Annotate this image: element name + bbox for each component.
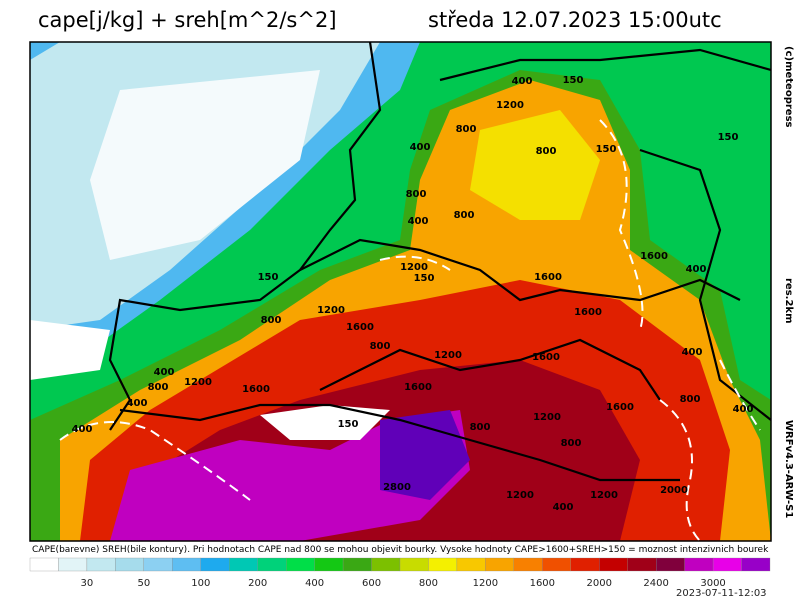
colorbar-label: 800 [419, 578, 438, 589]
colorbar-cell [86, 557, 116, 572]
colorbar-cell [115, 557, 144, 572]
colorbar-label: 1200 [473, 578, 498, 589]
contour-label: 1200 [533, 412, 561, 423]
colorbar-cell [257, 557, 287, 572]
colorbar-label: 1600 [530, 578, 555, 589]
contour-label: 1600 [606, 402, 634, 413]
contour-label: 150 [718, 132, 739, 143]
contour-label: 2800 [383, 482, 411, 493]
contour-label: 150 [338, 419, 359, 430]
contour-label: 1200 [506, 490, 534, 501]
contour-label: 400 [154, 367, 175, 378]
colorbar-cell [542, 557, 571, 572]
contour-label: 400 [686, 264, 707, 275]
contour-label: 2000 [660, 485, 688, 496]
colorbar-cell [143, 557, 173, 572]
contour-label: 400 [410, 142, 431, 153]
contour-label: 400 [408, 216, 429, 227]
contour-label: 150 [414, 273, 435, 284]
contour-label: 400 [127, 398, 148, 409]
colorbar-label: 200 [248, 578, 267, 589]
model-label: WRFv4.3-ARW-S1 [783, 420, 794, 518]
colorbar-cell [229, 557, 258, 572]
contour-label: 1600 [404, 382, 432, 393]
contour-label: 800 [454, 210, 475, 221]
colorbar-label: 2400 [643, 578, 668, 589]
colorbar-label: 600 [362, 578, 381, 589]
contour-label: 1200 [434, 350, 462, 361]
colorbar-cell [485, 557, 514, 572]
colorbar-cell [456, 557, 486, 572]
colorbar-cell [172, 557, 201, 572]
colorbar: 30 50 100 200 400 600 800 1200 1600 2000 2400 3000 [29, 557, 771, 589]
contour-label: 800 [456, 124, 477, 135]
colorbar-cell [627, 557, 657, 572]
contour-label: 800 [261, 315, 282, 326]
contour-label: 1600 [640, 251, 668, 262]
colorbar-cell [314, 557, 344, 572]
title-left: cape[j/kg] + sreh[m^2/s^2] [38, 8, 337, 32]
colorbar-cell [712, 557, 742, 572]
contour-label: 1600 [574, 307, 602, 318]
colorbar-cell [342, 557, 372, 572]
contour-label: 1600 [346, 322, 374, 333]
contour-label: 800 [370, 341, 391, 352]
title-right: středa 12.07.2023 15:00utc [428, 8, 722, 32]
colorbar-cell [371, 557, 401, 572]
colorbar-label: 30 [81, 578, 94, 589]
contour-label: 1200 [184, 377, 212, 388]
contour-label: 800 [536, 146, 557, 157]
contour-label: 800 [470, 422, 491, 433]
contour-label: 150 [258, 272, 279, 283]
contour-label: 400 [682, 347, 703, 358]
contour-label: 400 [553, 502, 574, 513]
contour-label: 800 [680, 394, 701, 405]
colorbar-cell [200, 557, 230, 572]
timestamp: 2023-07-11-12:03 [676, 588, 767, 599]
colorbar-cell [29, 557, 59, 572]
contour-label: 800 [406, 189, 427, 200]
contour-label: 400 [733, 404, 754, 415]
contour-label: 1200 [400, 262, 428, 273]
contour-label: 150 [563, 75, 584, 86]
colorbar-cell [286, 557, 315, 572]
colorbar-cell [599, 557, 628, 572]
colorbar-label: 2000 [587, 578, 612, 589]
contour-label: 1600 [242, 384, 270, 395]
contour-label: 800 [561, 438, 582, 449]
map [29, 41, 772, 542]
contour-label: 1600 [534, 272, 562, 283]
contour-label: 1200 [496, 100, 524, 111]
colorbar-cell [513, 557, 543, 572]
colorbar-label: 400 [305, 578, 324, 589]
colorbar-cell [684, 557, 714, 572]
colorbar-cell [428, 557, 458, 572]
contour-label: 400 [72, 424, 93, 435]
colorbar-cell [570, 557, 600, 572]
contour-label: 1200 [590, 490, 618, 501]
contour-label: 400 [512, 76, 533, 87]
colorbar-cell [741, 557, 771, 572]
copyright: (c)meteopress [783, 46, 794, 128]
contour-label: 1200 [317, 305, 345, 316]
colorbar-label: 3000 [700, 578, 725, 589]
colorbar-cell [656, 557, 685, 572]
contour-label: 1600 [532, 352, 560, 363]
colorbar-label: 100 [191, 578, 210, 589]
contour-label: 800 [148, 382, 169, 393]
resolution: res.2km [783, 278, 794, 324]
colorbar-cell [58, 557, 88, 572]
caption: CAPE(barevne) SREH(bile kontury). Pri ho… [32, 545, 769, 555]
contour-label: 150 [596, 144, 617, 155]
colorbar-label: 50 [137, 578, 150, 589]
colorbar-cell [399, 557, 429, 572]
